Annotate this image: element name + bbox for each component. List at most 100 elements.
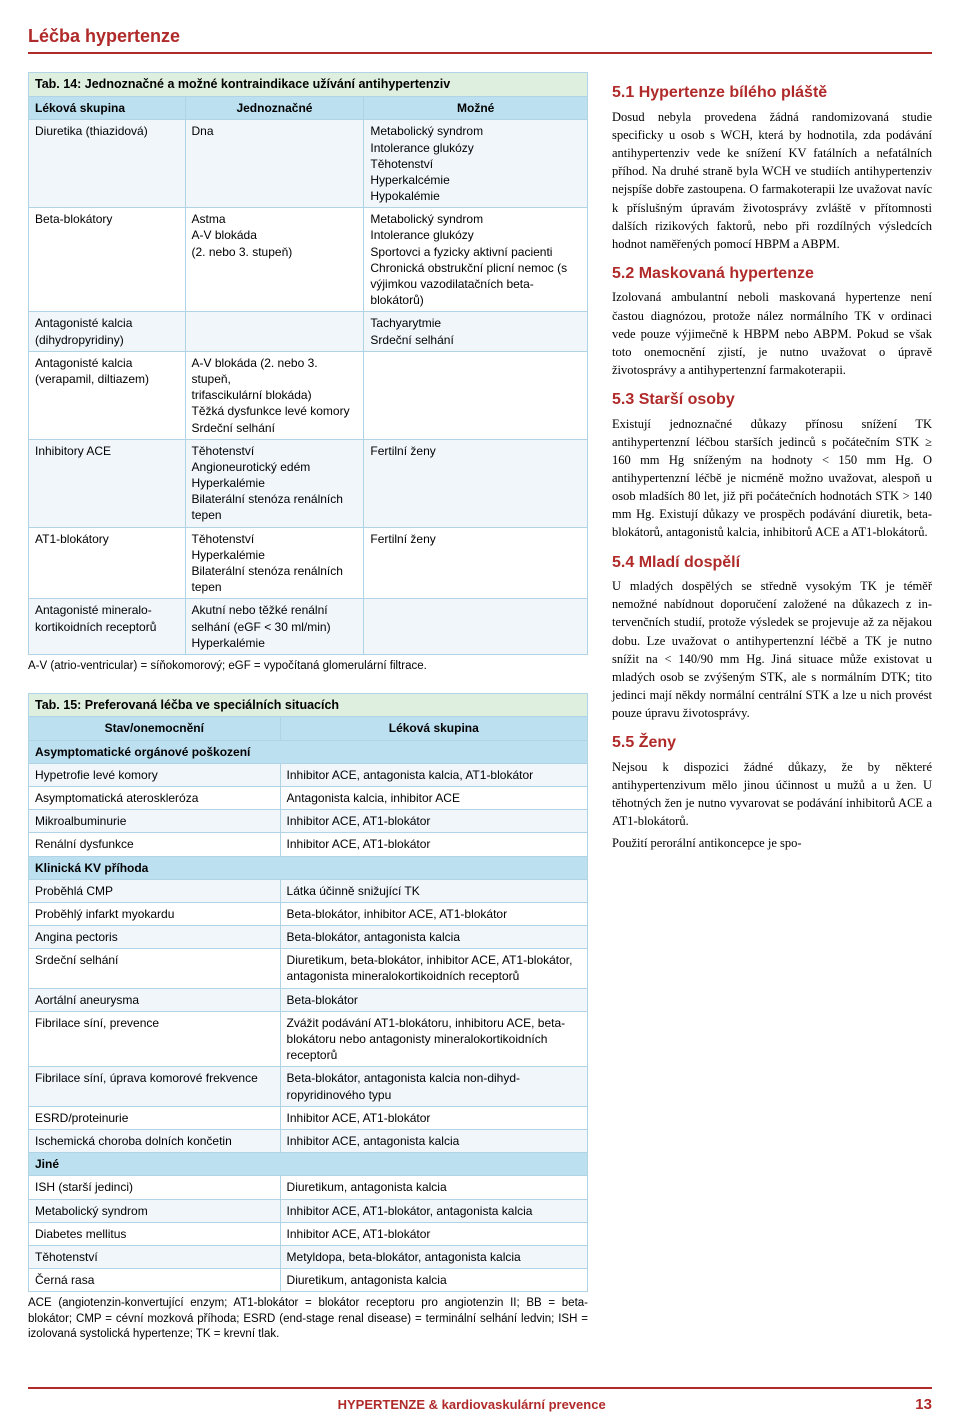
table-cell: Inhibitor ACE, AT1-blokátor, antagonista… — [280, 1199, 587, 1222]
table-cell: Inhibitor ACE, AT1-blokátor — [280, 1106, 587, 1129]
table-15-note: ACE (angiotenzin-konvertující enzym; AT1… — [28, 1296, 588, 1343]
table-row: Fibrilace síní, úprava komorové frekvenc… — [29, 1067, 588, 1106]
table-cell: Látka účinně snižující TK — [280, 879, 587, 902]
table-section-band: Jiné — [29, 1153, 588, 1176]
footer-journal: HYPERTENZE & kardiovaskulární prevence — [338, 1396, 606, 1414]
table-row: Aortální aneurysmaBeta-blokátor — [29, 988, 588, 1011]
table-cell — [185, 312, 364, 351]
table-cell: AT1-blokátory — [29, 527, 186, 599]
left-column: Tab. 14: Jednoznačné a možné kontraindik… — [28, 72, 588, 1361]
table-cell: Renální dysfunkce — [29, 833, 281, 856]
body-text: Existují jednoznačné důkazy příno­su sní… — [612, 415, 932, 542]
table-cell: Antagonisté kalcia(dihydropyridiny) — [29, 312, 186, 351]
table-cell: Diuretika (thiazidová) — [29, 120, 186, 208]
table-row: Černá rasaDiuretikum, antagonista kalcia — [29, 1269, 588, 1292]
section-title: Léčba hypertenze — [28, 24, 932, 54]
table-14-caption: Tab. 14: Jednoznačné a možné kontraindik… — [29, 73, 588, 97]
table-cell: Černá rasa — [29, 1269, 281, 1292]
table-cell: Antagonisté mineralo­kortikoidních recep… — [29, 599, 186, 655]
table-section-band: Klinická KV příhoda — [29, 856, 588, 879]
table-cell: Diuretikum, beta-blokátor, inhibitor ACE… — [280, 949, 587, 988]
table-cell: Inhibitor ACE, antagonista kalcia — [280, 1129, 587, 1152]
table-15-caption: Tab. 15: Preferovaná léčba ve speciálníc… — [29, 693, 588, 717]
table-14-col-0: Léková skupina — [29, 97, 186, 120]
table-row: Diabetes mellitusInhibitor ACE, AT1-blok… — [29, 1222, 588, 1245]
table-cell: Srdeční selhání — [29, 949, 281, 988]
table-cell: Těhotenství — [29, 1245, 281, 1268]
table-cell: Fertilní ženy — [364, 439, 588, 527]
table-cell: TěhotenstvíAngioneurotický edémHyperkalé… — [185, 439, 364, 527]
table-cell: Antagonisté kalcia(verapamil, diltiazem) — [29, 351, 186, 439]
subsection-heading: 5.3 Starší osoby — [612, 389, 932, 411]
table-cell: Aortální aneurysma — [29, 988, 281, 1011]
table-row: Hypetrofie levé komoryInhibitor ACE, ant… — [29, 763, 588, 786]
table-row: Fibrilace síní, prevenceZvážit podávání … — [29, 1011, 588, 1067]
subsection-heading: 5.5 Ženy — [612, 732, 932, 754]
table-cell: Fertilní ženy — [364, 527, 588, 599]
table-15-col-0: Stav/onemocnění — [29, 717, 281, 740]
table-14-col-1: Jednoznačné — [185, 97, 364, 120]
table-cell: Beta-blokátor, antagonista kalcia — [280, 926, 587, 949]
table-cell: Metabolický syndromIntolerance glukózyTě… — [364, 120, 588, 208]
table-row: Proběhlá CMPLátka účinně snižující TK — [29, 879, 588, 902]
table-cell: Hypetrofie levé komory — [29, 763, 281, 786]
table-row: Metabolický syndromInhibitor ACE, AT1-bl… — [29, 1199, 588, 1222]
table-14-note: A-V (atrio-ventricular) = síňokomorový; … — [28, 659, 588, 675]
table-cell: Metabolický syndrom — [29, 1199, 281, 1222]
table-cell: Inhibitory ACE — [29, 439, 186, 527]
subsection-heading: 5.4 Mladí dospělí — [612, 552, 932, 574]
table-row: Ischemická choroba dolních končetinInhib… — [29, 1129, 588, 1152]
table-cell: Metabolický syndromIntolerance glukózySp… — [364, 208, 588, 312]
table-row: Antagonisté mineralo­kortikoidních recep… — [29, 599, 588, 655]
table-cell: Metyldopa, beta-blokátor, antagonista ka… — [280, 1245, 587, 1268]
table-cell: Asymptomatická ateroskleróza — [29, 786, 281, 809]
table-cell: Inhibitor ACE, AT1-blokátor — [280, 1222, 587, 1245]
table-cell: Beta-blokátory — [29, 208, 186, 312]
table-cell: Beta-blokátor, inhibitor ACE, AT1-blokát… — [280, 902, 587, 925]
table-row: MikroalbuminurieInhibitor ACE, AT1-bloká… — [29, 810, 588, 833]
table-row: Antagonisté kalcia(dihydropyridiny) Tachy… — [29, 312, 588, 351]
table-row: TěhotenstvíMetyldopa, beta-blokátor, ant… — [29, 1245, 588, 1268]
table-row: Beta-blokátoryAstmaA-V blokáda(2. nebo 3… — [29, 208, 588, 312]
footer-page-number: 13 — [915, 1395, 932, 1415]
table-row: Inhibitory ACETěhotenstvíAngioneurotický… — [29, 439, 588, 527]
table-row: Antagonisté kalcia(verapamil, diltiazem)… — [29, 351, 588, 439]
table-cell: Fibrilace síní, úprava komorové frekvenc… — [29, 1067, 281, 1106]
body-text: Izolovaná ambulantní neboli maskovaná hy… — [612, 288, 932, 379]
table-cell: Angina pectoris — [29, 926, 281, 949]
table-row: Angina pectorisBeta-blokátor, antagonist… — [29, 926, 588, 949]
table-row: AT1-blokátoryTěhotenstvíHyperkalémieBila… — [29, 527, 588, 599]
table-cell: Inhibitor ACE, AT1-blokátor — [280, 810, 587, 833]
table-cell: Inhibitor ACE, antagonista kalcia, AT1-b… — [280, 763, 587, 786]
table-row: Asymptomatická aterosklerózaAntagonista … — [29, 786, 588, 809]
table-cell: AstmaA-V blokáda(2. nebo 3. stupeň) — [185, 208, 364, 312]
table-cell: Akutní nebo těžké renální selhání (eGF <… — [185, 599, 364, 655]
table-cell: Ischemická choroba dolních končetin — [29, 1129, 281, 1152]
body-text: U mladých dospělých se středně vyso­kým … — [612, 577, 932, 722]
table-row: Proběhlý infarkt myokarduBeta-blokátor, … — [29, 902, 588, 925]
table-cell: Antagonista kalcia, inhibitor ACE — [280, 786, 587, 809]
table-cell: Diuretikum, antagonista kalcia — [280, 1269, 587, 1292]
right-column: 5.1 Hypertenze bílého pláštěDosud nebyla… — [612, 72, 932, 1361]
table-14: Tab. 14: Jednoznačné a možné kontraindik… — [28, 72, 588, 655]
table-cell: Beta-blokátor — [280, 988, 587, 1011]
table-cell: Proběhlý infarkt myokardu — [29, 902, 281, 925]
table-cell: TěhotenstvíHyperkalémieBilaterální stenó… — [185, 527, 364, 599]
table-row: Diuretika (thiazidová)DnaMetabolický syn… — [29, 120, 588, 208]
table-cell: Zvážit podávání AT1-blokátoru, inhibitor… — [280, 1011, 587, 1067]
table-cell: Fibrilace síní, prevence — [29, 1011, 281, 1067]
table-cell — [364, 351, 588, 439]
table-15: Tab. 15: Preferovaná léčba ve speciálníc… — [28, 693, 588, 1293]
table-cell: ISH (starší jedinci) — [29, 1176, 281, 1199]
table-row: ISH (starší jedinci)Diuretikum, antagoni… — [29, 1176, 588, 1199]
table-cell: Dna — [185, 120, 364, 208]
table-cell — [364, 599, 588, 655]
table-cell: Diuretikum, antagonista kalcia — [280, 1176, 587, 1199]
body-text: Nejsou k dispozici žádné důkazy, že by n… — [612, 758, 932, 831]
body-text: Použití perorální antikoncepce je spo- — [612, 834, 932, 852]
table-row: Renální dysfunkceInhibitor ACE, AT1-blok… — [29, 833, 588, 856]
table-cell: TachyarytmieSrdeční selhání — [364, 312, 588, 351]
footer: HYPERTENZE & kardiovaskulární prevence 1… — [28, 1387, 932, 1415]
subsection-heading: 5.2 Maskovaná hypertenze — [612, 263, 932, 285]
table-cell: Inhibitor ACE, AT1-blokátor — [280, 833, 587, 856]
